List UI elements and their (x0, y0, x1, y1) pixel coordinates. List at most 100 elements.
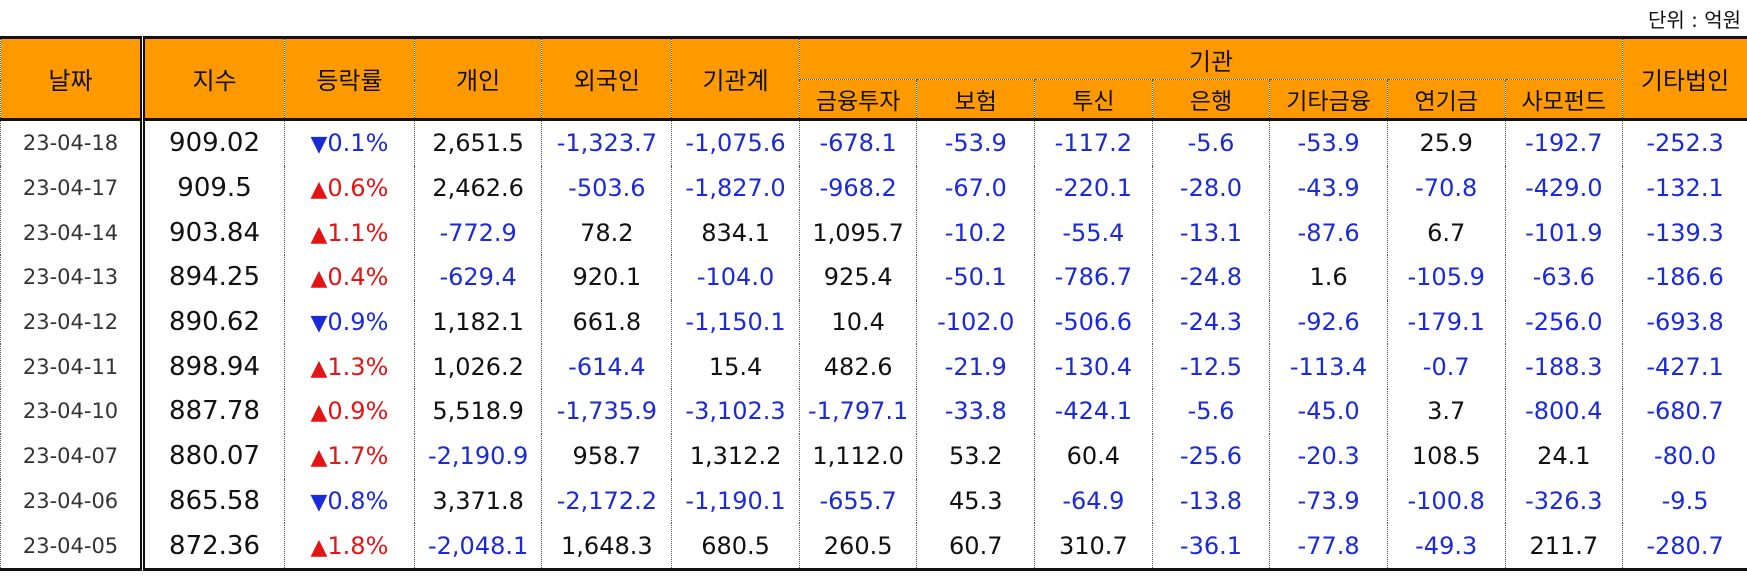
cell-insurance: -33.8 (916, 389, 1035, 434)
cell-other-finance: -43.9 (1269, 165, 1388, 211)
cell-insurance: 60.7 (916, 523, 1035, 571)
cell-institution-total: -1,190.1 (671, 478, 800, 524)
triangle-down-icon: ▼ (310, 132, 328, 158)
cell-private-fund: -188.3 (1504, 344, 1623, 390)
header-foreign: 외국인 (541, 36, 672, 121)
cell-other-corp: -252.3 (1622, 119, 1747, 166)
cell-investment-trust: -786.7 (1034, 255, 1153, 300)
cell-other-corp: -693.8 (1622, 299, 1747, 345)
cell-date: 23-04-12 (0, 299, 146, 345)
cell-index: 903.84 (142, 210, 285, 256)
cell-foreign: 1,648.3 (541, 523, 672, 571)
cell-date: 23-04-05 (0, 523, 146, 571)
cell-date: 23-04-13 (0, 255, 146, 300)
cell-foreign: 78.2 (541, 210, 672, 256)
header-insurance: 보험 (916, 79, 1035, 121)
cell-pension: -49.3 (1386, 523, 1505, 571)
header-individual: 개인 (413, 36, 542, 121)
cell-index: 909.5 (142, 165, 285, 211)
table-row: 23-04-18 909.02 ▼0.1% 2,651.5 -1,323.7 -1,075… (0, 119, 1747, 166)
cell-private-fund: -256.0 (1504, 299, 1623, 345)
triangle-up-icon: ▲ (310, 177, 328, 203)
cell-investment-trust: -506.6 (1034, 299, 1153, 345)
cell-individual: 5,518.9 (413, 389, 542, 434)
cell-private-fund: -326.3 (1504, 478, 1623, 524)
cell-insurance: -67.0 (916, 165, 1035, 211)
cell-change: ▲0.4% (284, 255, 415, 300)
cell-institution-total: -104.0 (671, 255, 800, 300)
change-percent: 0.9% (327, 308, 389, 337)
cell-other-corp: -9.5 (1622, 478, 1747, 524)
cell-other-finance: -45.0 (1269, 389, 1388, 434)
cell-bank: -24.3 (1151, 299, 1270, 345)
cell-insurance: 45.3 (916, 478, 1035, 524)
cell-index: 909.02 (142, 119, 285, 166)
cell-investment-trust: 310.7 (1034, 523, 1153, 571)
change-percent: 1.1% (327, 218, 389, 247)
cell-individual: 3,371.8 (413, 478, 542, 524)
header-other-corp: 기타법인 (1622, 36, 1747, 121)
cell-private-fund: -63.6 (1504, 255, 1623, 300)
change-percent: 0.9% (327, 397, 389, 426)
triangle-up-icon: ▲ (310, 445, 328, 471)
cell-investment-trust: -117.2 (1034, 119, 1153, 166)
header-other-finance: 기타금융 (1269, 79, 1388, 121)
cell-investment-trust: -130.4 (1034, 344, 1153, 390)
cell-individual: 1,026.2 (413, 344, 542, 390)
cell-bank: -13.8 (1151, 478, 1270, 524)
cell-bank: -12.5 (1151, 344, 1270, 390)
cell-private-fund: -429.0 (1504, 165, 1623, 211)
cell-foreign: -1,323.7 (541, 119, 672, 166)
triangle-up-icon: ▲ (310, 400, 328, 426)
cell-change: ▼0.9% (284, 299, 415, 345)
cell-investment-trust: -220.1 (1034, 165, 1153, 211)
cell-bank: -13.1 (1151, 210, 1270, 256)
cell-foreign: 920.1 (541, 255, 672, 300)
cell-index: 865.58 (142, 478, 285, 524)
cell-institution-total: 1,312.2 (671, 433, 800, 479)
cell-bank: -28.0 (1151, 165, 1270, 211)
header-financial-investment: 금융투자 (798, 79, 917, 121)
cell-change: ▼0.8% (284, 478, 415, 524)
cell-date: 23-04-10 (0, 389, 146, 434)
cell-index: 898.94 (142, 344, 285, 390)
cell-date: 23-04-11 (0, 344, 146, 390)
cell-pension: 25.9 (1386, 119, 1505, 166)
cell-institution-total: 680.5 (671, 523, 800, 571)
cell-individual: -772.9 (413, 210, 542, 256)
cell-individual: 2,651.5 (413, 119, 542, 166)
header-investment-trust: 투신 (1034, 79, 1153, 121)
cell-date: 23-04-17 (0, 165, 146, 211)
cell-other-finance: -113.4 (1269, 344, 1388, 390)
cell-other-corp: -186.6 (1622, 255, 1747, 300)
cell-change: ▲1.8% (284, 523, 415, 571)
cell-bank: -24.8 (1151, 255, 1270, 300)
table-row: 23-04-07 880.07 ▲1.7% -2,190.9 958.7 1,312.2 1… (0, 433, 1747, 479)
header-institution-group: 기관 (798, 36, 1623, 80)
cell-change: ▲0.9% (284, 389, 415, 434)
cell-other-finance: 1.6 (1269, 255, 1388, 300)
cell-pension: -179.1 (1386, 299, 1505, 345)
cell-date: 23-04-14 (0, 210, 146, 256)
cell-institution-total: 834.1 (671, 210, 800, 256)
cell-other-corp: -427.1 (1622, 344, 1747, 390)
cell-pension: 6.7 (1386, 210, 1505, 256)
cell-change: ▲1.1% (284, 210, 415, 256)
cell-financial-investment: 260.5 (798, 523, 917, 571)
header-pension: 연기금 (1386, 79, 1505, 121)
cell-investment-trust: 60.4 (1034, 433, 1153, 479)
cell-other-finance: -87.6 (1269, 210, 1388, 256)
cell-change: ▲0.6% (284, 165, 415, 211)
cell-change: ▲1.7% (284, 433, 415, 479)
cell-foreign: -503.6 (541, 165, 672, 211)
change-percent: 1.8% (327, 531, 389, 560)
cell-pension: 108.5 (1386, 433, 1505, 479)
cell-other-finance: -77.8 (1269, 523, 1388, 571)
cell-bank: -36.1 (1151, 523, 1270, 571)
cell-individual: 2,462.6 (413, 165, 542, 211)
cell-insurance: -53.9 (916, 119, 1035, 166)
cell-other-corp: -680.7 (1622, 389, 1747, 434)
header-date: 날짜 (0, 36, 146, 121)
cell-individual: -2,190.9 (413, 433, 542, 479)
cell-pension: -70.8 (1386, 165, 1505, 211)
